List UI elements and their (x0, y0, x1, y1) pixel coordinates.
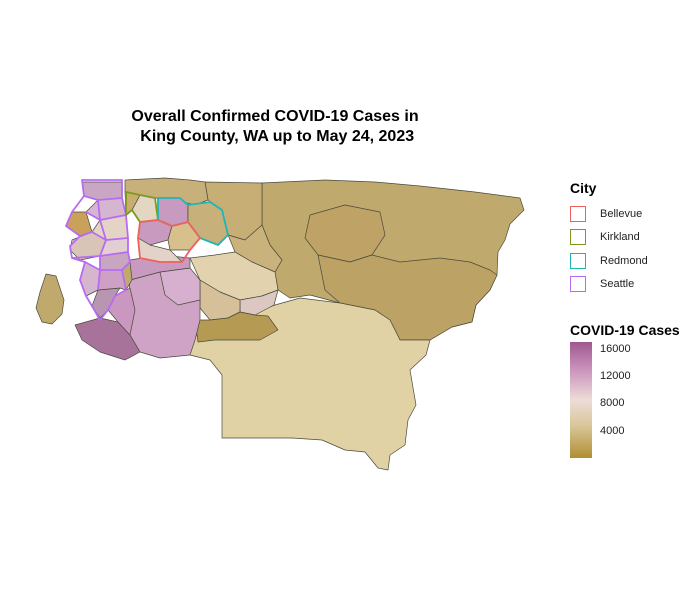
cases-legend-tick (592, 376, 597, 378)
city-legend-label: Redmond (600, 254, 648, 267)
cases-legend: COVID-19 Cases 16000 12000 8000 4000 (570, 322, 680, 458)
map-title-line-2: King County, WA up to May 24, 2023 (135, 128, 415, 145)
cases-colorbar (570, 342, 592, 458)
seattle-inner-1 (97, 199, 107, 291)
city-legend-label: Bellevue (600, 207, 643, 220)
seattle-inner-5 (71, 251, 129, 259)
city-legend-key (570, 276, 586, 293)
cases-legend-tick (592, 430, 597, 432)
city-legend-title: City (570, 180, 597, 196)
city-legend-item-seattle: Seattle (570, 273, 648, 297)
city-legend: City Bellevue Kirkland Redmond Seattle (570, 180, 648, 296)
cases-legend-tick (592, 403, 597, 405)
region-east-inner (304, 204, 386, 263)
map-title: Overall Confirmed COVID-19 Cases in King… (70, 107, 480, 147)
city-legend-item-kirkland: Kirkland (570, 226, 648, 250)
cases-legend-tick (592, 348, 597, 350)
city-legend-key (570, 252, 586, 269)
city-legend-key (570, 229, 586, 246)
cases-legend-tick-label: 8000 (600, 397, 625, 410)
bellevue-outline (137, 219, 201, 263)
map-title-line-1: Overall Confirmed COVID-19 Cases in (131, 108, 419, 125)
city-legend-label: Kirkland (600, 231, 640, 244)
city-legend-item-bellevue: Bellevue (570, 202, 648, 226)
seattle-inner-2 (83, 195, 123, 201)
seattle-inner-4 (79, 231, 129, 241)
cases-legend-title: COVID-19 Cases (570, 322, 680, 338)
cases-legend-tick-label: 16000 (600, 342, 631, 355)
city-legend-item-redmond: Redmond (570, 249, 648, 273)
vashon-island (35, 273, 65, 325)
cases-legend-tick-label: 12000 (600, 370, 631, 383)
cases-legend-tick-label: 4000 (600, 424, 625, 437)
seattle-outline (65, 179, 131, 321)
seattle-inner-6 (84, 261, 122, 271)
seattle-inner-3 (85, 211, 127, 221)
city-legend-key (570, 205, 586, 222)
seattle-boundary (65, 179, 131, 321)
region-hobart (194, 311, 279, 343)
region-south (173, 297, 431, 471)
city-legend-label: Seattle (600, 278, 635, 291)
